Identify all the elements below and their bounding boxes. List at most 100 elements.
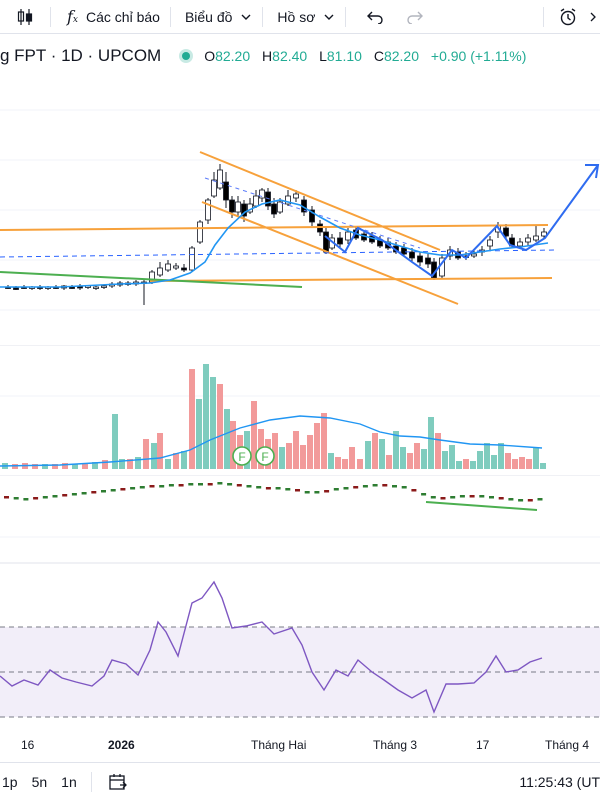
range-5n-button[interactable]: 5n xyxy=(31,774,48,790)
volume-bar xyxy=(173,453,179,469)
volume-bar xyxy=(157,433,163,469)
oscillator-point xyxy=(168,484,174,487)
oscillator-point xyxy=(33,497,39,500)
oscillator-trendline[interactable] xyxy=(425,501,538,511)
candle-body xyxy=(293,193,299,199)
candle-body xyxy=(409,251,415,259)
oscillator-point xyxy=(353,486,359,489)
dashed-blue-level[interactable] xyxy=(0,249,556,258)
function-icon: fx xyxy=(67,7,78,26)
volume-bar xyxy=(32,464,38,469)
date-range-button[interactable] xyxy=(108,773,128,791)
undo-button[interactable] xyxy=(346,0,398,33)
volume-bar xyxy=(442,451,448,469)
close-value: 82.20 xyxy=(383,48,419,64)
oscillator-point xyxy=(489,496,494,499)
candle-body xyxy=(525,237,531,243)
candle-body xyxy=(217,169,223,189)
volume-bar xyxy=(143,439,149,469)
oscillator-point xyxy=(198,483,203,486)
range-1p-button[interactable]: 1p xyxy=(2,774,18,790)
dividend-marker[interactable]: F xyxy=(255,446,275,466)
green-trendline[interactable] xyxy=(0,271,303,288)
volume-bar xyxy=(435,433,441,469)
volume-bar xyxy=(286,443,292,469)
symbol-title[interactable]: g FPT · 1D · UPCOM xyxy=(0,46,162,65)
candle-body xyxy=(181,267,187,271)
oscillator-point xyxy=(362,485,368,488)
volume-bar xyxy=(135,457,141,469)
channel-upper-line[interactable] xyxy=(199,151,441,251)
redo-button[interactable] xyxy=(398,0,432,33)
candle-body xyxy=(189,247,195,271)
volume-bar xyxy=(210,377,216,469)
volume-bar xyxy=(498,443,504,469)
volume-bar xyxy=(52,464,58,469)
zigzag-projection[interactable] xyxy=(324,164,599,278)
more-icon xyxy=(590,12,596,21)
volume-bar xyxy=(407,453,413,469)
volume-bar xyxy=(307,435,313,469)
alert-button[interactable] xyxy=(544,0,586,33)
indicators-button[interactable]: fx Các chỉ báo xyxy=(51,0,170,33)
low-label: L xyxy=(319,48,327,64)
oscillator-point xyxy=(333,488,339,491)
clock-display[interactable]: 11:25:43 (UT xyxy=(519,774,600,790)
volume-bar xyxy=(463,459,469,469)
oscillator-point xyxy=(207,483,213,486)
oscillator-point xyxy=(4,496,9,499)
low-value: 81.10 xyxy=(326,48,362,64)
volume-bar xyxy=(365,441,371,469)
volume-bar xyxy=(272,433,278,469)
time-axis[interactable]: 16 2026 Tháng Hai Tháng 3 17 Tháng 4 xyxy=(0,732,600,760)
oscillator-point xyxy=(469,495,475,498)
volume-bar xyxy=(470,461,476,469)
candle-body xyxy=(533,235,539,241)
volume-bar xyxy=(342,459,348,469)
oscillator-point xyxy=(178,484,184,487)
candle-body xyxy=(205,199,211,221)
volume-pane[interactable]: F F xyxy=(0,345,600,473)
channel-lower-line[interactable] xyxy=(201,201,459,305)
volume-bar xyxy=(393,431,399,469)
volume-bar xyxy=(72,464,78,469)
volume-bar xyxy=(196,399,202,469)
volume-bar xyxy=(127,459,133,469)
oscillator-point xyxy=(246,485,252,488)
toolbar-divider xyxy=(262,6,264,27)
volume-bar xyxy=(414,443,420,469)
candle-body xyxy=(13,287,19,290)
rsi-pane[interactable] xyxy=(0,565,600,732)
dividend-marker[interactable]: F xyxy=(232,446,252,466)
candle-body xyxy=(165,263,171,271)
more-button[interactable] xyxy=(586,0,600,33)
oscillator-point xyxy=(450,496,456,499)
profile-button[interactable]: Hồ sơ xyxy=(263,0,345,33)
undo-icon xyxy=(367,11,384,24)
time-label: Tháng 3 xyxy=(373,738,418,752)
candle-body xyxy=(223,181,229,201)
oscillator-pane[interactable] xyxy=(0,475,600,565)
bar-style-button[interactable] xyxy=(0,0,50,33)
volume-bar xyxy=(203,364,209,469)
rsi-line xyxy=(0,580,543,714)
oscillator-point xyxy=(256,486,262,489)
volume-bar xyxy=(519,457,525,469)
horizontal-support-line[interactable] xyxy=(149,277,553,282)
candle-body xyxy=(487,239,493,247)
candle-body xyxy=(101,285,107,288)
oscillator-point xyxy=(440,497,446,500)
price-pane[interactable] xyxy=(0,70,600,340)
oscillator-point xyxy=(537,498,543,501)
candle-body xyxy=(157,267,163,276)
volume-bar xyxy=(321,413,327,469)
layout-button[interactable]: Biểu đồ xyxy=(171,0,262,33)
oscillator-point xyxy=(527,499,533,502)
range-1n-button[interactable]: 1n xyxy=(61,774,77,790)
candle-body xyxy=(271,203,277,215)
volume-bar xyxy=(505,453,511,469)
horizontal-resistance-line[interactable] xyxy=(0,224,549,231)
volume-bar xyxy=(526,459,532,469)
candle-body xyxy=(241,203,247,217)
candle-body xyxy=(211,179,217,197)
